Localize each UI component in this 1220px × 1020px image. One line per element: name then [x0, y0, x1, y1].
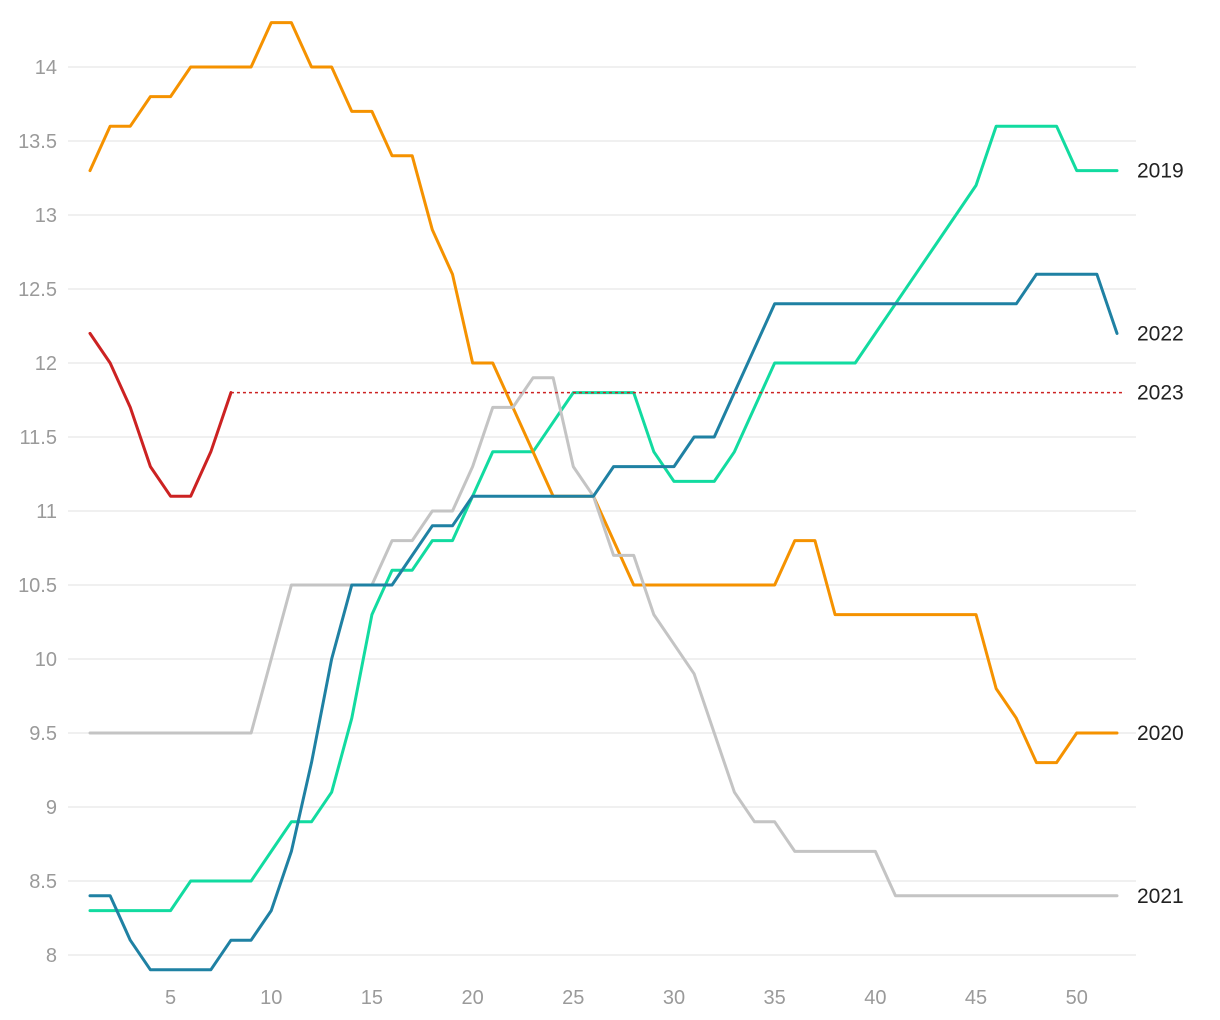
x-tick-label: 20	[461, 987, 483, 1009]
y-tick-label: 12.5	[18, 279, 57, 301]
series-label-2023: 2023	[1137, 382, 1184, 405]
series-line-2021	[88, 376, 1119, 898]
series-label-2020: 2020	[1137, 722, 1184, 745]
x-tick-label: 40	[864, 987, 886, 1009]
x-tick-label: 10	[260, 987, 282, 1009]
y-axis-ticks: 8 8.5 9 9.5 10 10.5 11 11.5 12 12.5 13 13.5 14	[18, 57, 57, 967]
y-tick-label: 8.5	[29, 871, 57, 893]
series-line-2023	[88, 331, 233, 498]
y-tick-label: 11	[36, 501, 57, 523]
series-label-2019: 2019	[1137, 160, 1184, 183]
y-tick-label: 8	[46, 945, 57, 967]
series-label-2022: 2022	[1137, 322, 1184, 345]
series-line-2020	[88, 21, 1119, 765]
y-tick-label: 10	[35, 649, 57, 671]
y-tick-label: 9.5	[29, 723, 57, 745]
x-tick-label: 5	[165, 987, 176, 1009]
x-axis-ticks: 5 10 15 20 25 30 35 40 45 50	[165, 987, 1088, 1009]
series-labels: 2019 2022 2023 2020 2021	[1137, 160, 1184, 908]
y-tick-label: 9	[46, 797, 57, 819]
series-lines	[88, 21, 1125, 972]
y-tick-label: 13	[35, 205, 57, 227]
series-line-2022	[88, 272, 1119, 972]
x-tick-label: 45	[965, 987, 987, 1009]
y-tick-label: 10.5	[18, 575, 57, 597]
y-tick-label: 13.5	[18, 131, 57, 153]
x-tick-label: 25	[562, 987, 584, 1009]
y-tick-label: 14	[35, 57, 57, 79]
series-label-2021: 2021	[1137, 885, 1184, 908]
gridlines	[68, 66, 1136, 956]
x-tick-label: 35	[764, 987, 786, 1009]
x-tick-label: 50	[1066, 987, 1088, 1009]
y-tick-label: 12	[35, 353, 57, 375]
x-tick-label: 15	[361, 987, 383, 1009]
y-tick-label: 11.5	[20, 427, 57, 449]
x-tick-label: 30	[663, 987, 685, 1009]
